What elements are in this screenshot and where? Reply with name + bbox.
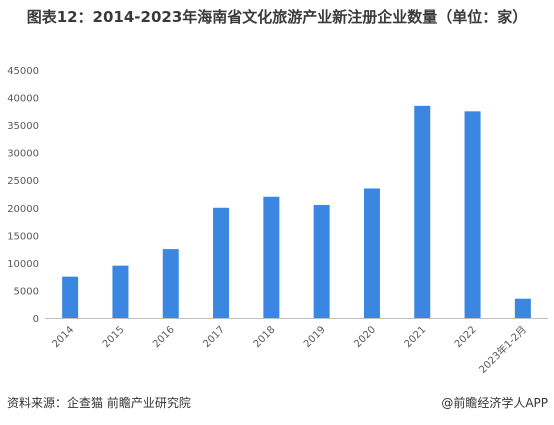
y-tick-label: 35000 (7, 121, 39, 132)
x-tick-label: 2017 (201, 324, 227, 350)
x-axis: 2014 2015 2016 2017 2018 2019 2020 2021 20222023… (45, 318, 548, 375)
y-tick-label: 10000 (7, 259, 39, 270)
y-axis: 0 5000 10000 15000 20000 25000 30000 35000 40000… (7, 66, 39, 325)
brand-credit: @前瞻经济学人APP (441, 396, 548, 410)
y-tick-label: 15000 (7, 231, 39, 242)
bar (263, 196, 280, 318)
bar (62, 276, 79, 318)
bar (162, 249, 179, 318)
x-tick-label: 2015 (101, 324, 127, 350)
source-note: 资料来源：企查猫 前瞻产业研究院 (7, 396, 191, 410)
x-tick-label: 2019 (302, 324, 328, 350)
x-tick-label: 2021 (403, 324, 429, 350)
bar (464, 111, 481, 318)
chart-title: 图表12：2014-2023年海南省文化旅游产业新注册企业数量（单位：家） (26, 8, 528, 26)
bar (414, 105, 431, 318)
y-tick-label: 45000 (7, 66, 39, 77)
bar (514, 298, 531, 318)
bar-series (62, 105, 531, 318)
bar (363, 188, 380, 318)
bar (112, 265, 129, 318)
x-tick-label: 2014 (50, 324, 76, 350)
y-tick-label: 30000 (7, 149, 39, 160)
y-tick-label: 0 (33, 314, 39, 325)
x-tick-label: 2022 (453, 324, 479, 350)
x-tick-label: 2016 (151, 324, 177, 350)
y-tick-label: 5000 (14, 286, 39, 297)
bar (313, 205, 330, 318)
y-tick-label: 40000 (7, 94, 39, 105)
y-tick-label: 20000 (7, 204, 39, 215)
bar-chart: 0 5000 10000 15000 20000 25000 30000 35000 40000… (7, 66, 548, 375)
x-tick-label: 2023年1-2月 (476, 323, 529, 375)
bar (213, 207, 230, 318)
x-tick-label: 2020 (352, 324, 378, 350)
footer: 资料来源：企查猫 前瞻产业研究院 @前瞻经济学人APP (0, 394, 554, 416)
y-tick-label: 25000 (7, 176, 39, 187)
x-tick-label: 2018 (252, 324, 278, 350)
